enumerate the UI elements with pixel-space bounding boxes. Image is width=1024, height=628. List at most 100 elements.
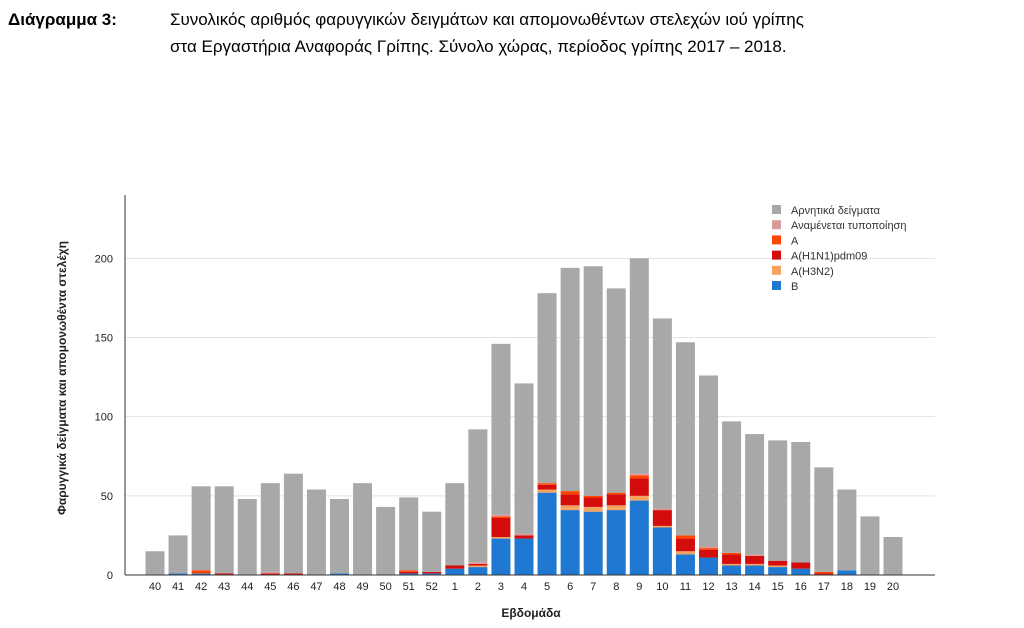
bar-segment [537,483,557,485]
bar-segment [629,473,649,476]
legend-label: Αναμένεται τυποποίηση [791,220,906,232]
x-tick-label: 16 [795,581,807,593]
bar-segment [283,573,303,575]
bar-segment [837,570,857,575]
bar-segment [768,565,788,568]
x-tick-label: 4 [521,581,527,593]
bar-segment [652,508,672,511]
bar-segment [791,562,811,569]
bar-segment [353,483,373,575]
x-tick-label: 47 [310,581,322,593]
y-tick-label: 200 [95,253,113,265]
x-tick-label: 51 [403,581,415,593]
bar-segment [422,573,442,575]
x-tick-label: 15 [772,581,784,593]
bar-segment [468,567,488,575]
bar-segment [560,267,580,492]
bar-segment [422,571,442,574]
bar-segment [445,565,465,569]
x-tick-label: 6 [567,581,573,593]
bar-segment [376,506,396,575]
bar-segment [583,511,603,575]
bar-segment [699,375,718,547]
caption-label: Διάγραμμα 3: [8,10,117,29]
bar-segment [468,429,488,563]
bar-segment [560,491,580,495]
bar-segment [491,518,511,537]
bar-segment [422,511,442,572]
x-tick-label: 49 [356,581,368,593]
bar-segment [699,546,718,549]
bar-segment [745,565,765,575]
bar-segment [491,343,511,515]
x-tick-label: 3 [498,581,504,593]
bar-segment [330,499,349,574]
bar-segment [168,535,188,574]
bar-segment [537,484,557,490]
bar-segment [629,500,649,575]
x-tick-label: 50 [380,581,392,593]
bar-segment [768,560,788,566]
bar-segment [606,505,626,511]
x-tick-label: 7 [590,581,596,593]
bar-segment [191,573,211,575]
bar-segment [722,554,742,564]
legend-label: B [791,281,798,293]
y-tick-label: 100 [95,412,113,424]
bar-segment [860,516,880,575]
bar-segment [514,383,534,534]
legend-label: A [791,235,799,247]
x-tick-label: 46 [287,581,299,593]
bar-segment [745,554,765,556]
bar-segment [468,563,488,566]
x-tick-label: 5 [544,581,550,593]
bar-segment [399,570,419,572]
x-tick-label: 11 [680,581,691,593]
bar-segment [883,537,903,575]
bar-segment [675,535,695,539]
bar-segment [445,568,465,575]
bar-segment [537,293,557,484]
bar-segment [629,258,649,474]
bar-segment [652,318,672,509]
y-tick-label: 150 [95,333,113,345]
y-tick-label: 0 [107,570,113,582]
bar-segment [168,573,188,575]
bar-segment [606,494,626,506]
bar-segment [491,538,511,575]
bar-segment [629,495,649,501]
bar-segment [491,516,511,518]
bar-segment [260,573,280,575]
legend-label: A(H3N2) [791,266,834,278]
bar-segment [837,489,857,571]
bar-segment [768,567,788,575]
bar-segment [699,557,718,575]
x-tick-label: 2 [475,581,481,593]
legend-label: A(H1N1)pdm09 [791,251,867,263]
x-tick-label: 52 [426,581,438,593]
x-tick-label: 8 [613,581,619,593]
bar-segment [675,551,695,555]
bar-segment [675,554,695,575]
legend-swatch [772,205,781,214]
bar-segment [214,486,234,574]
bar-segment [652,527,672,575]
x-tick-label: 17 [818,581,830,593]
bar-segment [191,486,211,571]
caption-line-2: στα Εργαστήρια Αναφοράς Γρίπης. Σύνολο χ… [170,37,787,56]
bar-segment [768,440,788,561]
legend-swatch [772,220,781,230]
bar-segment [445,483,465,566]
bar-segment [514,535,534,539]
bar-segment [537,489,557,493]
x-tick-label: 42 [195,581,207,593]
bar-segment [145,551,165,575]
bar-segment [491,514,511,517]
bar-segment [514,533,534,536]
bar-segment [306,489,326,575]
x-tick-label: 48 [333,581,345,593]
bar-segment [399,497,419,571]
bar-segment [491,537,511,539]
bar-segment [537,492,557,575]
